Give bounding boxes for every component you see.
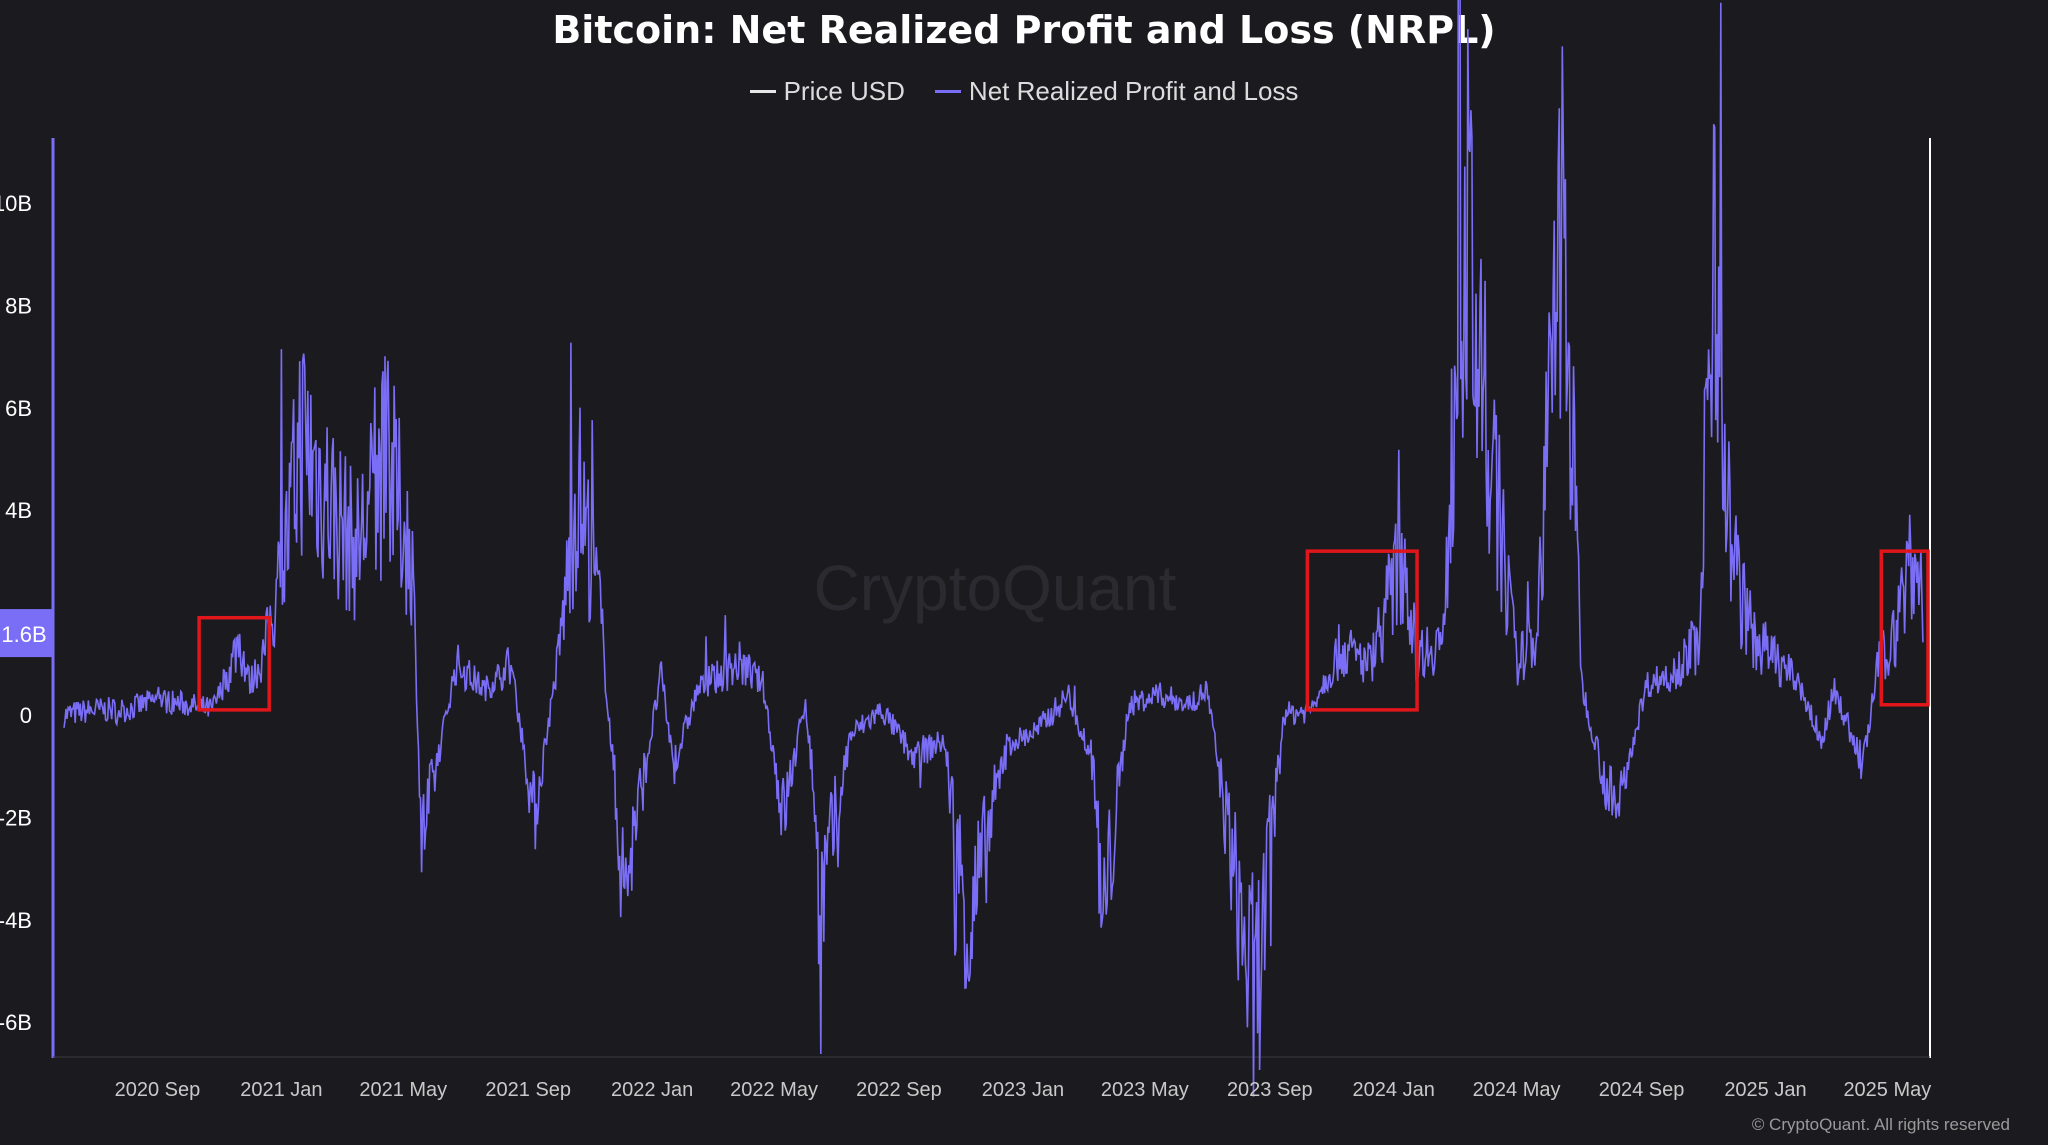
axes-group [51, 138, 1931, 1058]
watermark-group: CryptoQuant [814, 552, 1177, 624]
x-tick-label-8: 2023 May [1101, 1079, 1189, 1101]
y-left-tick-label-2: -2B [0, 805, 32, 830]
chart-legend: Price USD Net Realized Profit and Loss [0, 76, 2048, 107]
highlight-box-2 [1305, 549, 1419, 712]
legend-item-price[interactable]: Price USD [749, 76, 905, 107]
legend-label-price: Price USD [783, 76, 905, 106]
y-left-tick-label-5: 6B [5, 396, 32, 421]
x-tick-label-14: 2025 May [1843, 1079, 1931, 1101]
watermark-text: CryptoQuant [814, 552, 1177, 624]
chart-title: Bitcoin: Net Realized Profit and Loss (N… [552, 8, 1496, 52]
nrpl-line [63, 0, 1924, 1097]
x-tick-label-7: 2023 Jan [982, 1079, 1064, 1101]
x-tick-label-5: 2022 May [730, 1079, 818, 1101]
x-tick-label-10: 2024 Jan [1353, 1079, 1435, 1101]
legend-label-nrpl: Net Realized Profit and Loss [968, 76, 1299, 106]
legend-swatch-price [749, 90, 776, 93]
x-tick-label-12: 2024 Sep [1599, 1079, 1685, 1101]
x-tick-label-4: 2022 Jan [611, 1079, 693, 1101]
x-tick-label-1: 2021 Jan [240, 1079, 322, 1101]
x-tick-label-11: 2024 May [1473, 1079, 1561, 1101]
x-tick-label-13: 2025 Jan [1724, 1079, 1806, 1101]
nrpl-series-group [63, 0, 1924, 1097]
x-tick-label-6: 2022 Sep [856, 1079, 942, 1101]
highlight-box-3 [1879, 549, 1930, 707]
y-left-tick-label-7: 10B [0, 191, 32, 216]
highlight-box-1 [197, 615, 271, 712]
legend-item-nrpl[interactable]: Net Realized Profit and Loss [934, 76, 1299, 107]
x-tick-label-9: 2023 Sep [1227, 1079, 1313, 1101]
x-tick-label-0: 2020 Sep [115, 1079, 201, 1101]
y-left-tick-label-1: -4B [0, 908, 32, 933]
x-tick-label-2: 2021 May [359, 1079, 447, 1101]
x-tick-label-3: 2021 Sep [485, 1079, 571, 1101]
left-current-value-label: 1.6B [1, 622, 46, 647]
axis-labels-group: 2020 Sep 2021 Jan 2021 May 2021 Sep 2022 Jan… [0, 191, 1931, 1101]
highlights-group [197, 549, 1930, 712]
y-left-tick-label-0: -6B [0, 1010, 32, 1035]
y-left-tick-label-6: 8B [5, 293, 32, 318]
legend-swatch-nrpl [934, 90, 961, 93]
y-left-tick-label-4: 4B [5, 498, 32, 523]
copyright-text: © CryptoQuant. All rights reserved [1751, 1115, 2010, 1134]
left-current-value-tag [0, 609, 52, 658]
y-left-tick-label-3: 0 [20, 703, 32, 728]
